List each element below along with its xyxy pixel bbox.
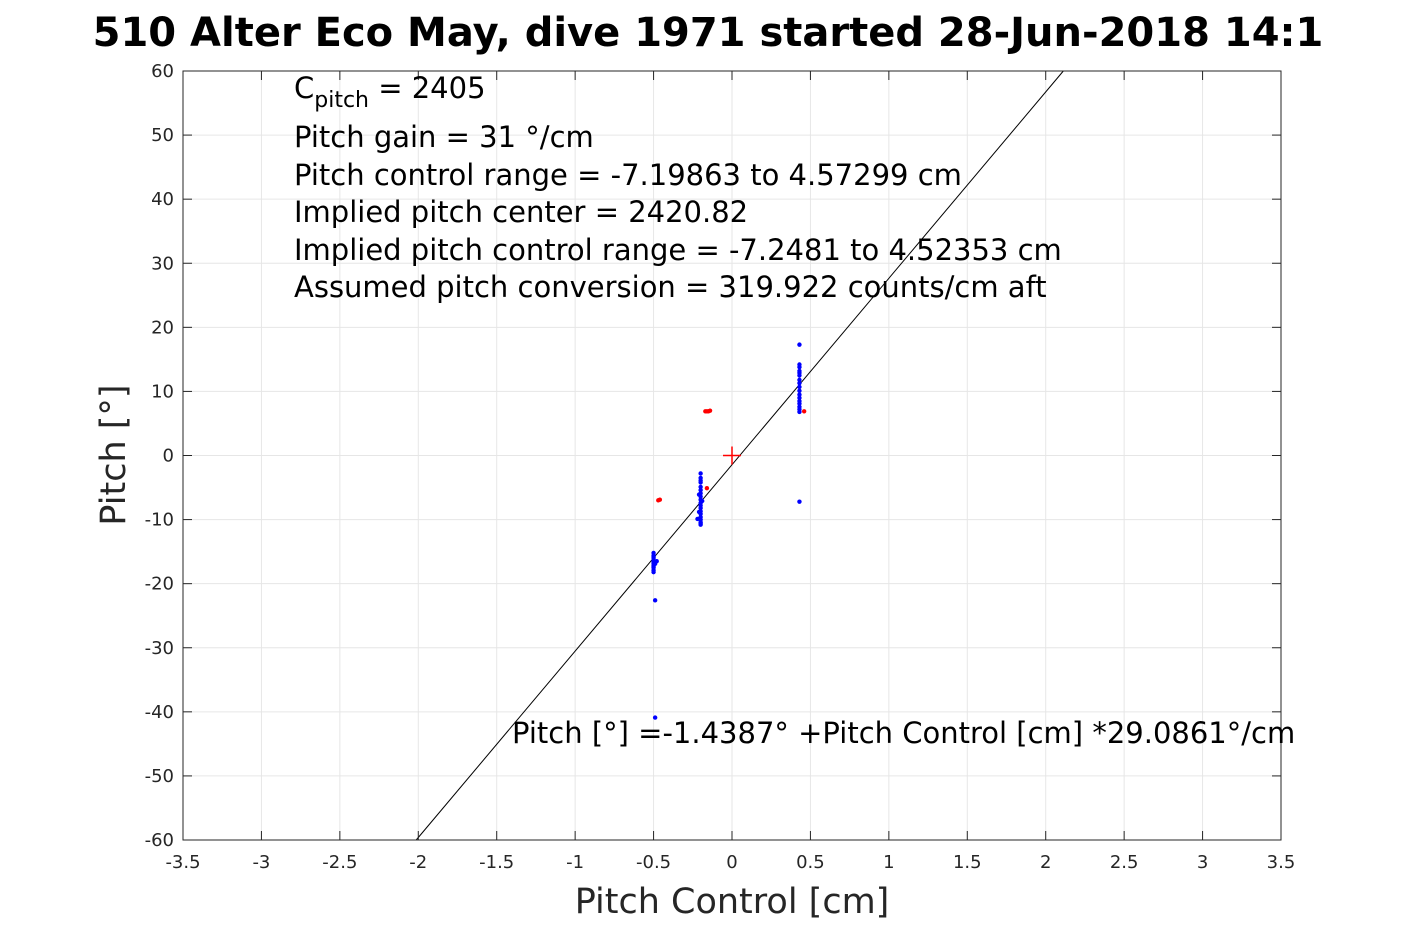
- y-tick-label: 30: [151, 253, 174, 274]
- data-point-included: [696, 509, 702, 515]
- data-point-excluded: [656, 498, 661, 503]
- pitch-control-range-annotation: Pitch control range = -7.19863 to 4.5729…: [294, 158, 962, 192]
- y-tick-label: -60: [145, 830, 174, 851]
- x-tick-label: 2: [1040, 852, 1051, 873]
- data-point-included: [651, 569, 656, 575]
- axes: [182, 70, 1282, 841]
- data-point-included: [651, 554, 656, 559]
- x-tick-labels: -3.5 -3 -2.5 -2 -1.5 -1 -0.5 0 0.5 1 1.5 2 2.5 3 3.5: [165, 852, 1295, 873]
- data-point-included: [698, 487, 703, 493]
- y-tick-label: 20: [151, 317, 174, 338]
- data-point-included: [698, 471, 703, 476]
- data-point-included: [654, 559, 659, 564]
- assumed-pitch-conversion-annotation: Assumed pitch conversion = 319.922 count…: [294, 270, 1047, 304]
- x-tick-label: -0.5: [636, 852, 671, 873]
- x-tick-label: -1: [566, 852, 584, 873]
- x-tick-label: -1.5: [479, 852, 514, 873]
- x-tick-label: 0.5: [796, 852, 825, 873]
- annotation-block: Cpitch = 2405 Pitch gain = 31 °/cm Pitch…: [294, 71, 1062, 304]
- y-tick-labels: -60 -50 -40 -30 -20 -10 0 10 20 30 40 50 60: [145, 61, 174, 851]
- x-tick-label: -2.5: [322, 852, 357, 873]
- x-tick-label: 1.5: [953, 852, 982, 873]
- data-point-included: [698, 505, 703, 511]
- x-axis-label: Pitch Control [cm]: [575, 882, 890, 922]
- chart-title: 510 Alter Eco May, dive 1971 started 28-…: [93, 10, 1324, 56]
- data-point-included: [797, 388, 802, 393]
- y-tick-label: -10: [145, 510, 174, 531]
- y-tick-label: -20: [145, 574, 174, 595]
- data-point-included: [698, 521, 703, 526]
- y-tick-label: 40: [151, 189, 174, 210]
- data-point-included: [698, 484, 703, 490]
- data-point-excluded: [707, 408, 713, 413]
- y-tick-label: 0: [163, 446, 174, 467]
- data-point-included: [797, 342, 802, 347]
- x-tick-label: 3: [1197, 852, 1208, 873]
- data-point-included: [797, 377, 802, 383]
- x-tick-label: 1: [883, 852, 894, 873]
- x-tick-label: -3: [252, 852, 270, 873]
- y-tick-label: 50: [151, 125, 174, 146]
- axes-box: [182, 70, 1282, 841]
- c-pitch-symbol: C: [294, 71, 314, 105]
- x-tick-label: -2: [409, 852, 427, 873]
- data-point-included: [797, 409, 802, 415]
- data-point-included: [695, 516, 700, 522]
- data-point-included: [797, 401, 802, 406]
- data-point-included: [698, 478, 703, 483]
- data-point-included: [797, 364, 802, 370]
- plot-area: [415, 70, 1064, 841]
- data-point-included: [696, 492, 702, 497]
- data-point-excluded: [801, 409, 807, 414]
- y-tick-label: 60: [151, 61, 174, 82]
- y-tick-label: -30: [145, 638, 174, 659]
- x-tick-label: 0: [726, 852, 737, 873]
- data-point-included: [652, 715, 658, 720]
- center-marker: [723, 446, 741, 465]
- data-point-included: [797, 395, 802, 401]
- grid-lines: [182, 70, 1282, 841]
- fit-equation-annotation: Pitch [°] =-1.4387° +Pitch Control [cm] …: [512, 716, 1295, 750]
- data-point-included: [699, 498, 705, 504]
- data-point-included: [797, 370, 802, 376]
- data-point-included: [652, 598, 658, 603]
- data-point-included: [797, 499, 802, 504]
- y-tick-label: 10: [151, 381, 174, 402]
- y-tick-label: -50: [145, 766, 174, 787]
- x-tick-label: -3.5: [165, 852, 200, 873]
- x-tick-label: 2.5: [1110, 852, 1139, 873]
- x-tick-label: 3.5: [1267, 852, 1296, 873]
- c-pitch-annotation: Cpitch = 2405: [294, 71, 486, 113]
- data-point-included: [797, 392, 802, 397]
- c-pitch-subscript: pitch: [314, 88, 369, 113]
- pitch-gain-annotation: Pitch gain = 31 °/cm: [294, 120, 594, 154]
- implied-pitch-center-annotation: Implied pitch center = 2420.82: [294, 195, 748, 229]
- y-tick-label: -40: [145, 702, 174, 723]
- data-point-included: [797, 384, 802, 390]
- c-pitch-value: = 2405: [369, 71, 486, 105]
- data-point-excluded: [704, 485, 710, 491]
- data-point-included: [797, 380, 802, 386]
- y-axis-label: Pitch [°]: [94, 384, 134, 525]
- implied-pitch-control-range-annotation: Implied pitch control range = -7.2481 to…: [294, 233, 1062, 267]
